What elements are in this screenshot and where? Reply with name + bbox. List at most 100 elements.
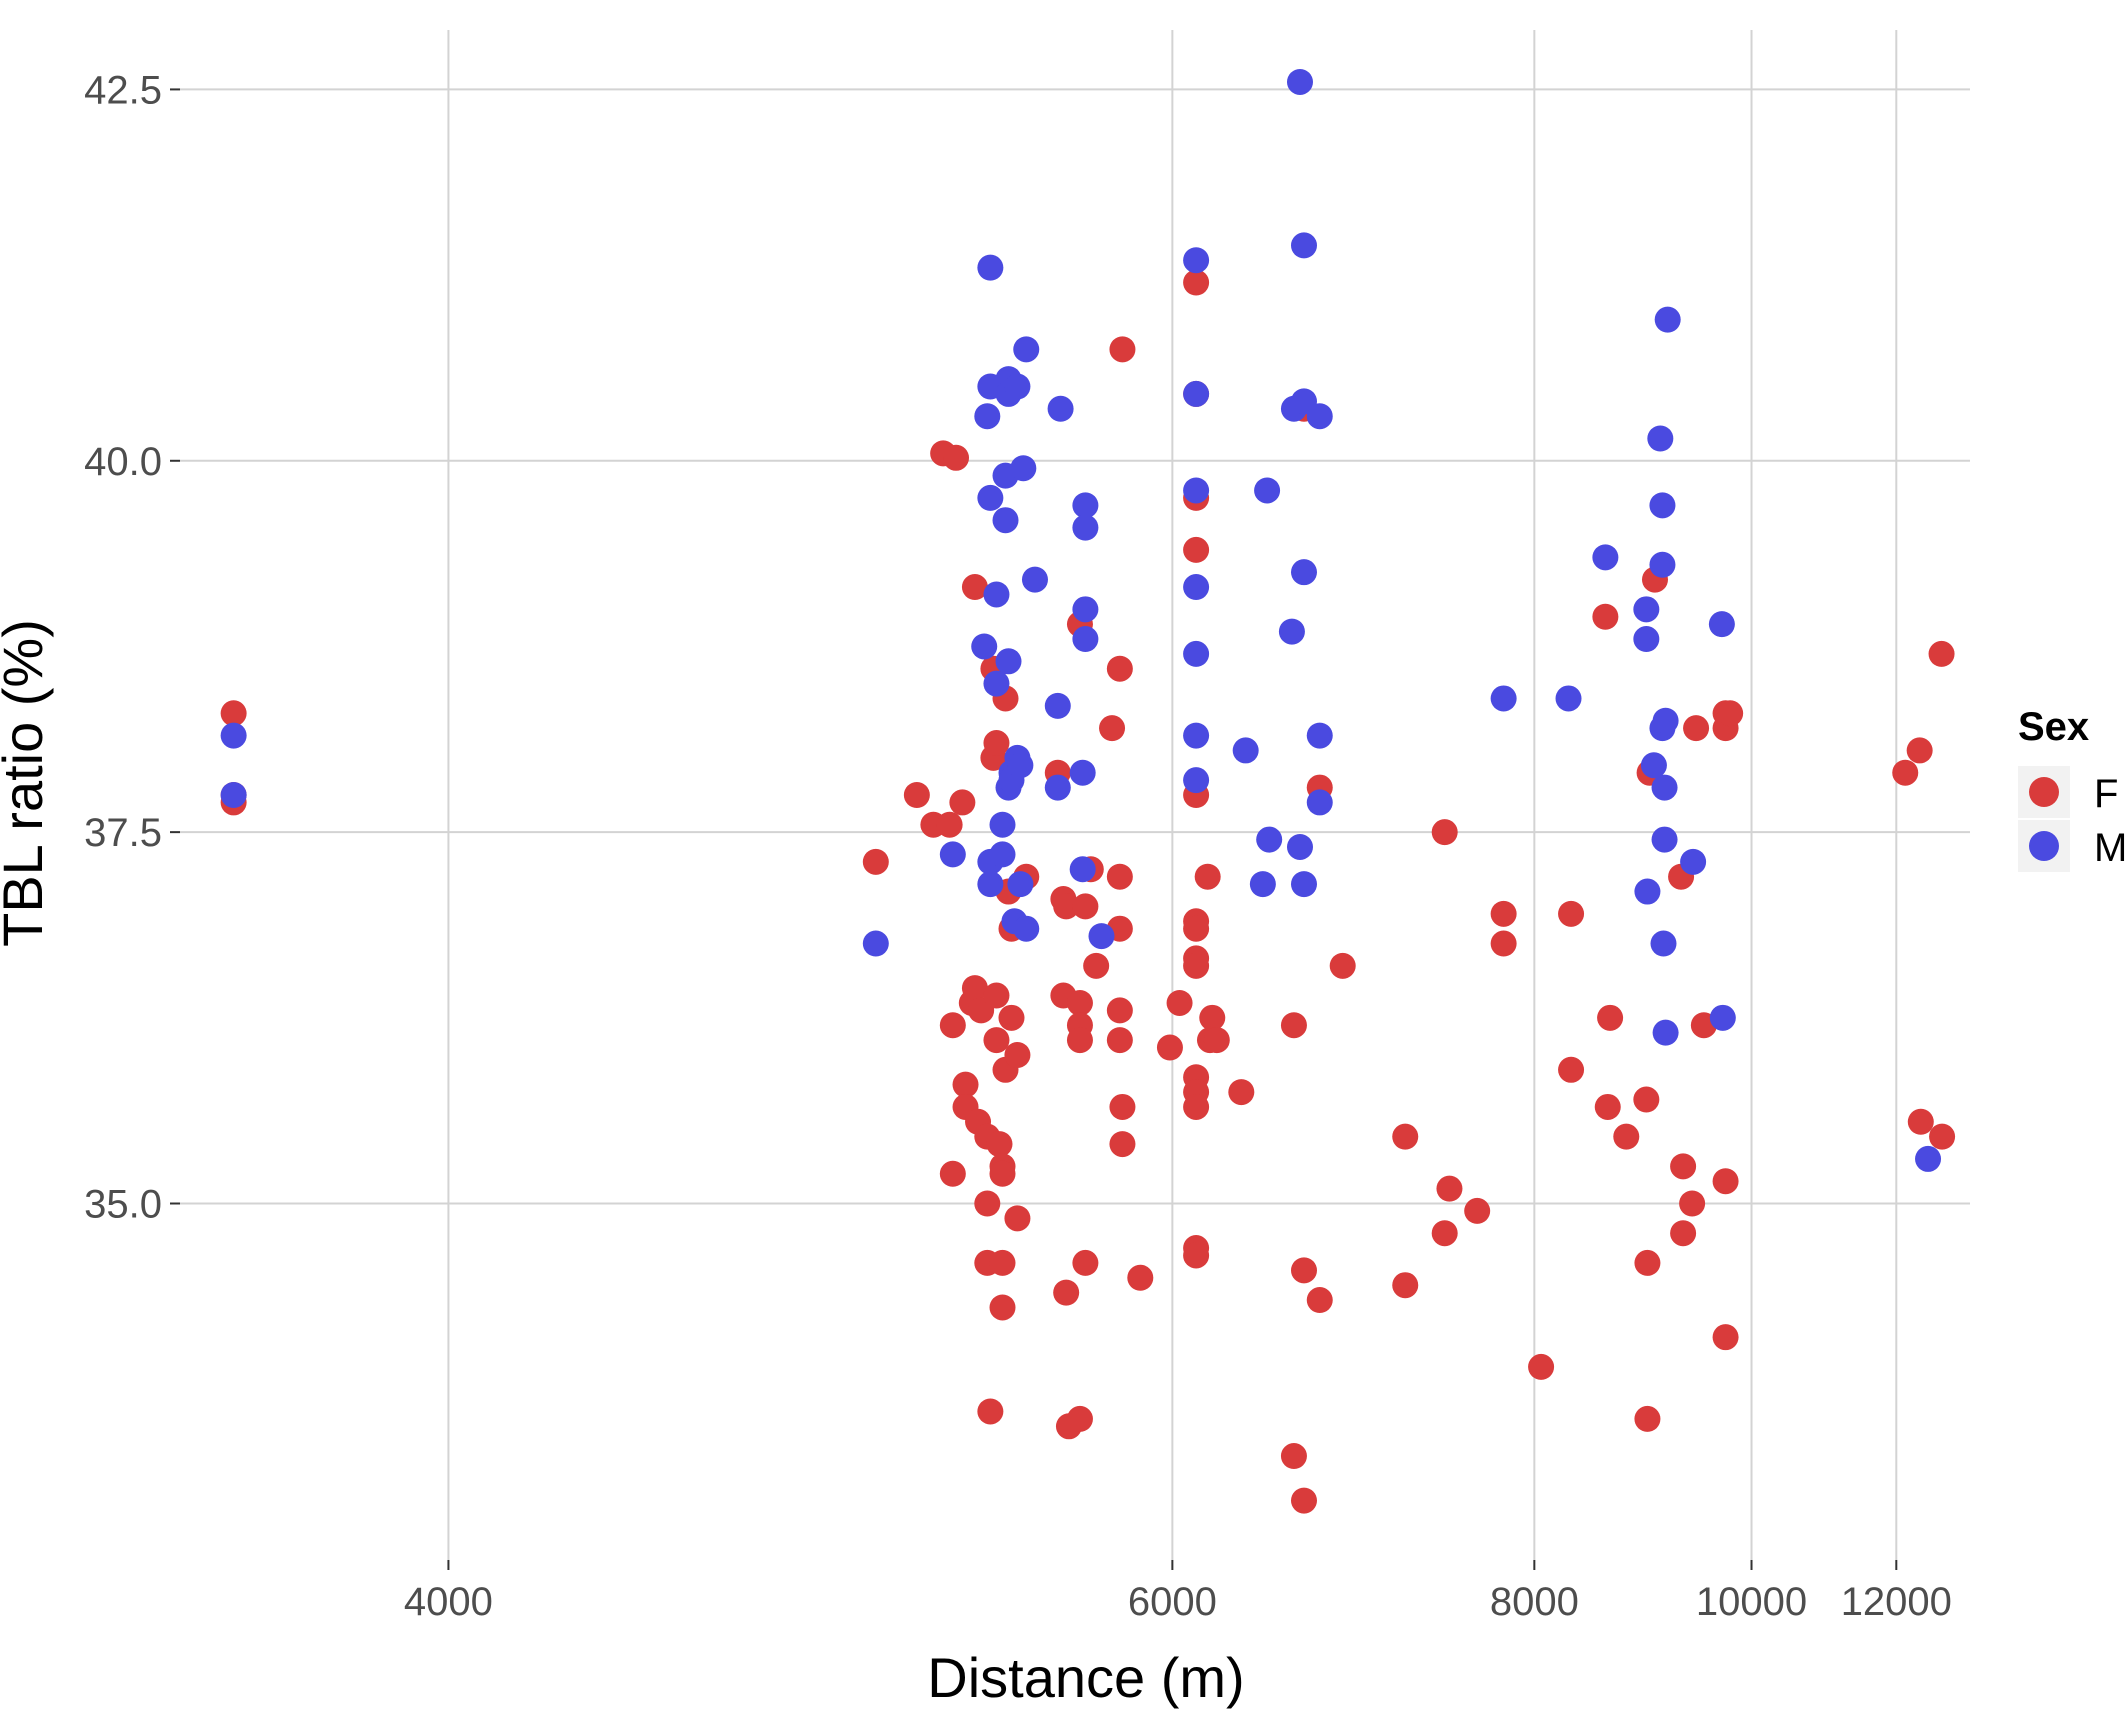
data-point-m	[1072, 492, 1099, 519]
data-point-m	[1183, 380, 1210, 407]
data-points	[220, 68, 1956, 1514]
data-point-m	[995, 648, 1022, 675]
data-point-f	[1083, 952, 1110, 979]
data-point-f	[1203, 1027, 1230, 1054]
data-point-f	[1712, 1168, 1739, 1195]
data-point-f	[1183, 952, 1210, 979]
y-tick-label: 35.0	[84, 1182, 162, 1226]
data-point-f	[974, 1190, 1001, 1217]
data-point-m	[1013, 336, 1040, 363]
data-point-m	[977, 254, 1004, 281]
data-point-f	[1464, 1197, 1491, 1224]
data-point-f	[998, 1004, 1025, 1031]
data-point-m	[992, 507, 1019, 534]
legend-label-f: F	[2094, 772, 2118, 816]
data-point-m	[1044, 692, 1071, 719]
data-point-m	[1555, 685, 1582, 712]
x-tick-label: 4000	[404, 1580, 493, 1624]
data-point-f	[1928, 640, 1955, 667]
data-point-m	[1708, 611, 1735, 638]
data-point-m	[1004, 373, 1031, 400]
data-point-f	[1109, 336, 1136, 363]
data-point-m	[1306, 789, 1333, 816]
data-point-m	[1069, 856, 1096, 883]
data-point-f	[983, 982, 1010, 1009]
data-point-f	[1329, 952, 1356, 979]
x-tick-label: 12000	[1841, 1580, 1952, 1624]
data-point-m	[1633, 596, 1660, 623]
data-point-m	[862, 930, 889, 957]
data-point-f	[1431, 1220, 1458, 1247]
data-point-f	[1194, 863, 1221, 890]
data-point-f	[220, 700, 247, 727]
data-point-f	[1280, 1443, 1307, 1470]
data-point-f	[1156, 1034, 1183, 1061]
data-point-f	[1199, 1004, 1226, 1031]
data-point-f	[1053, 1279, 1080, 1306]
data-point-f	[1004, 1205, 1031, 1232]
data-point-m	[1915, 1145, 1942, 1172]
data-point-f	[1392, 1123, 1419, 1150]
legend: Sex FM	[2018, 705, 2127, 872]
data-point-f	[1072, 893, 1099, 920]
data-point-m	[939, 841, 966, 868]
data-point-f	[1634, 1249, 1661, 1276]
data-point-m	[1183, 767, 1210, 794]
data-point-f	[1592, 603, 1619, 630]
data-point-m	[1654, 306, 1681, 333]
data-point-m	[1286, 68, 1313, 95]
legend-key-m	[2029, 831, 2059, 861]
data-point-m	[1649, 551, 1676, 578]
y-tick-label: 40.0	[84, 440, 162, 484]
data-point-m	[989, 811, 1016, 838]
data-point-m	[1183, 574, 1210, 601]
data-point-m	[1651, 826, 1678, 853]
data-point-f	[1099, 715, 1126, 742]
x-tick-label: 8000	[1490, 1580, 1579, 1624]
data-point-f	[943, 444, 970, 471]
data-point-f	[1670, 1153, 1697, 1180]
data-point-m	[1007, 871, 1034, 898]
data-point-f	[1929, 1123, 1956, 1150]
data-point-m	[983, 670, 1010, 697]
data-point-m	[989, 841, 1016, 868]
data-point-m	[974, 403, 1001, 430]
x-tick-label: 6000	[1128, 1580, 1217, 1624]
data-point-f	[983, 1027, 1010, 1054]
data-point-m	[1183, 247, 1210, 274]
legend-label-m: M	[2094, 826, 2127, 870]
data-point-m	[1652, 1019, 1679, 1046]
data-point-f	[1183, 915, 1210, 942]
data-point-f	[1166, 989, 1193, 1016]
data-point-f	[986, 1131, 1013, 1158]
data-point-m	[1088, 923, 1115, 950]
data-point-f	[1290, 1257, 1317, 1284]
data-point-m	[1183, 477, 1210, 504]
data-point-m	[1013, 915, 1040, 942]
data-point-m	[1256, 826, 1283, 853]
data-point-m	[1650, 930, 1677, 957]
data-point-f	[1558, 900, 1585, 927]
y-axis-ticks: 35.0 37.5 40.0 42.5	[84, 68, 180, 1226]
data-point-m	[1640, 752, 1667, 779]
data-point-m	[1306, 722, 1333, 749]
data-point-f	[1906, 737, 1933, 764]
data-point-m	[1290, 871, 1317, 898]
data-point-f	[1280, 1012, 1307, 1039]
data-point-f	[949, 789, 976, 816]
y-tick-label: 42.5	[84, 68, 162, 112]
data-point-f	[1670, 1220, 1697, 1247]
data-point-f	[1594, 1093, 1621, 1120]
data-point-f	[1183, 269, 1210, 296]
data-point-f	[1053, 893, 1080, 920]
data-point-m	[1007, 752, 1034, 779]
data-point-m	[1286, 833, 1313, 860]
data-point-f	[1072, 1249, 1099, 1276]
data-point-m	[1072, 626, 1099, 653]
data-point-m	[1047, 395, 1074, 422]
data-point-f	[989, 1249, 1016, 1276]
data-point-f	[903, 782, 930, 808]
data-point-f	[1558, 1056, 1585, 1083]
data-point-m	[1249, 871, 1276, 898]
